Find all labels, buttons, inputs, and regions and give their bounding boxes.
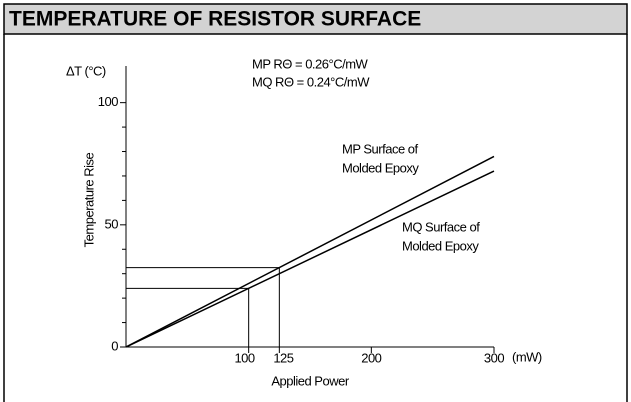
x-tick-label: 125	[273, 350, 293, 365]
series-label: MQ Surface of	[402, 219, 480, 234]
chart-title: TEMPERATURE OF RESISTOR SURFACE	[9, 8, 421, 31]
series-label: MP Surface of	[342, 141, 419, 156]
annotation: MQ RΘ = 0.24°C/mW	[252, 74, 370, 89]
series-line	[125, 155, 495, 348]
x-unit: (mW)	[512, 349, 542, 364]
series-label: Molded Epoxy	[342, 160, 419, 175]
y-unit: ΔT (°C)	[66, 63, 106, 78]
y-tick-label: 0	[111, 338, 118, 353]
y-label: Temperature Rise	[81, 152, 96, 247]
x-tick-label: 300	[484, 350, 504, 365]
y-tick-label: 50	[105, 216, 119, 231]
x-tick-label: 100	[234, 350, 254, 365]
series-line	[125, 170, 495, 348]
annotation: MP RΘ = 0.26°C/mW	[252, 56, 369, 71]
x-label: Applied Power	[271, 373, 349, 388]
header-bar	[3, 3, 628, 35]
y-tick-label: 100	[98, 94, 118, 109]
series-label: Molded Epoxy	[402, 238, 479, 253]
x-tick-label: 200	[361, 350, 381, 365]
